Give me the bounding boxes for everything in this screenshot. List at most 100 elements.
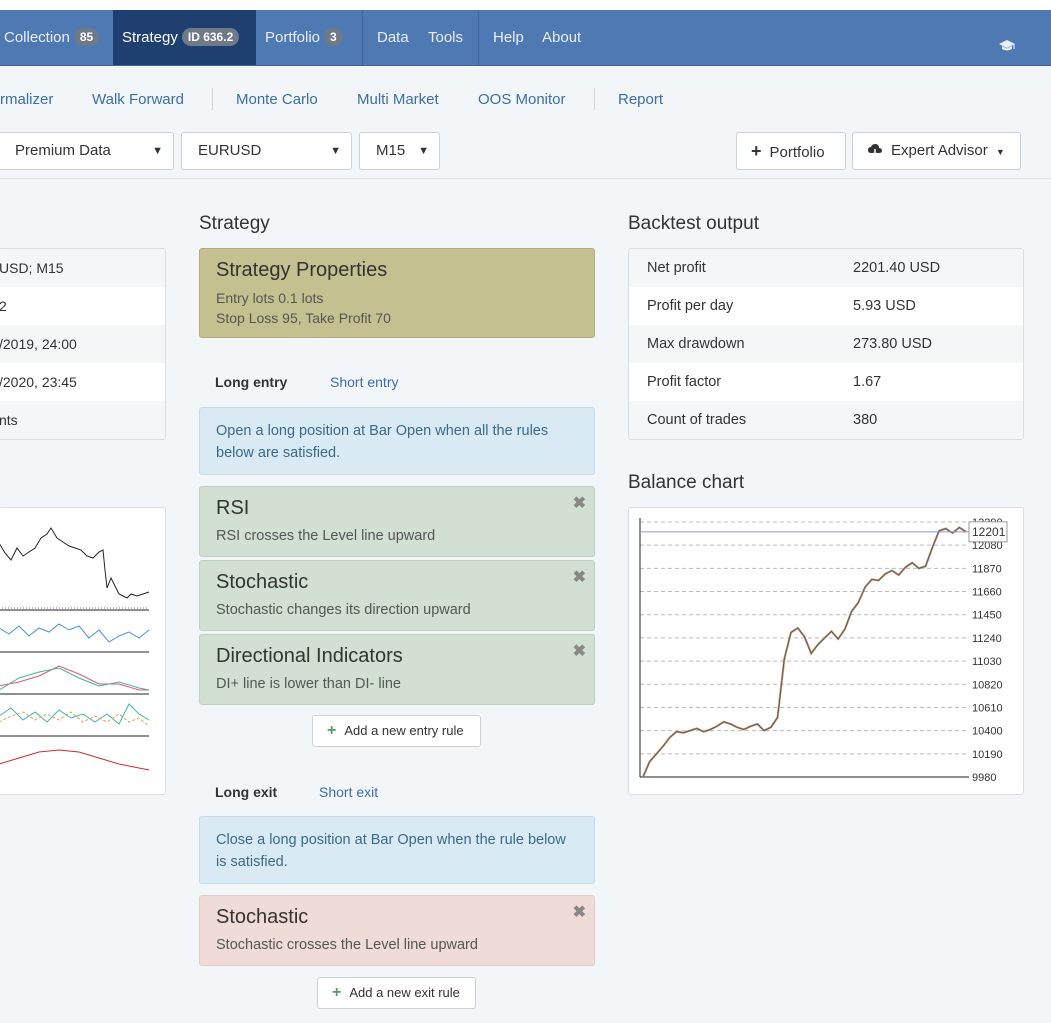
nav-divider <box>362 10 363 65</box>
backtest-output-table: Net profit 2201.40 USD Profit per day 5.93… <box>628 248 1024 440</box>
tab-long-entry[interactable]: Long entry <box>215 374 288 390</box>
rule-title: RSI <box>216 497 250 519</box>
symbol-select[interactable]: EURUSD ▼ <box>181 132 352 170</box>
tab-short-entry[interactable]: Short entry <box>330 374 399 390</box>
subnav-monte-carlo[interactable]: Monte Carlo <box>236 91 318 108</box>
graduation-cap-icon[interactable] <box>998 39 1016 53</box>
nav-collection-label: Collection <box>4 29 70 46</box>
close-icon[interactable]: ✖ <box>572 569 586 586</box>
nav-collection[interactable]: Collection 85 <box>4 10 100 65</box>
add-to-portfolio-button[interactable]: + Portfolio <box>736 132 846 170</box>
rule-title: Directional Indicators <box>216 645 403 667</box>
y-tick-label: 10400 <box>972 726 1003 738</box>
indicator-chart <box>0 527 150 771</box>
period-select[interactable]: M15 ▼ <box>359 132 440 170</box>
y-tick-label: 11870 <box>972 563 1002 575</box>
nav-help[interactable]: Help <box>493 29 524 46</box>
stat-label: Profit per day <box>647 298 734 314</box>
plus-icon: + <box>332 984 342 1001</box>
y-tick-label: 12080 <box>972 540 1003 552</box>
balance-chart: 12080 11870 11660 11450 11240 11030 10820 10610… <box>639 517 1008 784</box>
rule-description: DI+ line is lower than DI- line <box>216 676 401 692</box>
exit-info-box: Close a long position at Bar Open when t… <box>199 816 595 884</box>
market-info-row: /2019, 24:00 <box>0 325 165 363</box>
tab-short-exit[interactable]: Short exit <box>319 784 379 800</box>
nav-about[interactable]: About <box>542 29 582 46</box>
entry-rule-card[interactable]: Directional Indicators DI+ line is lower… <box>199 634 595 705</box>
chevron-down-icon: ▼ <box>418 145 429 157</box>
entry-lots-text: Entry lots 0.1 lots <box>216 290 324 306</box>
y-tick-label: 10190 <box>972 749 1003 761</box>
tab-long-exit[interactable]: Long exit <box>215 784 278 800</box>
y-tick-label: 10610 <box>972 702 1003 714</box>
stat-row: Profit factor 1.67 <box>629 363 1023 401</box>
backtest-heading: Backtest output <box>628 213 759 234</box>
exit-rule-card[interactable]: Stochastic Stochastic crosses the Level … <box>199 895 595 966</box>
y-tick-label: 11030 <box>972 656 1002 668</box>
balance-chart-panel: 12080 11870 11660 11450 11240 11030 10820 10610… <box>628 507 1024 795</box>
main-navbar: Collection 85 Strategy ID 636.2 Portfolio 3… <box>0 10 1051 66</box>
close-icon[interactable]: ✖ <box>572 904 586 921</box>
current-value-box <box>968 521 1008 543</box>
market-info-row: USD; M15 <box>0 249 165 287</box>
subnav-report[interactable]: Report <box>618 91 664 108</box>
close-icon[interactable]: ✖ <box>572 643 586 660</box>
nav-strategy[interactable]: Strategy ID 636.2 <box>113 10 256 65</box>
caret-down-icon: ▼ <box>995 147 1005 157</box>
stat-value: 1.67 <box>853 374 882 390</box>
data-source-select[interactable]: Premium Data ▼ <box>0 132 174 170</box>
collection-count-badge: 85 <box>73 28 100 46</box>
symbol-value: EURUSD <box>198 142 262 159</box>
close-icon[interactable]: ✖ <box>572 495 586 512</box>
subnav-walk-forward[interactable]: Walk Forward <box>92 91 184 108</box>
rsi-line <box>0 623 150 643</box>
expert-advisor-label: Expert Advisor <box>891 142 988 159</box>
stat-label: Max drawdown <box>647 336 745 352</box>
entry-rule-card[interactable]: RSI RSI crosses the Level line upward ✖ <box>199 486 595 557</box>
add-exit-rule-button[interactable]: + Add a new exit rule <box>317 977 476 1009</box>
stat-row: Count of trades 380 <box>629 401 1023 439</box>
window-top-strip <box>0 0 1051 10</box>
subnav-multi-market[interactable]: Multi Market <box>357 91 439 108</box>
rule-title: Stochastic <box>216 906 309 928</box>
nav-strategy-label: Strategy <box>122 29 178 46</box>
stoch-line-1 <box>0 665 149 691</box>
stat-value: 5.93 USD <box>853 298 916 314</box>
stat-row: Profit per day 5.93 USD <box>629 287 1023 325</box>
stat-row: Max drawdown 273.80 USD <box>629 325 1023 363</box>
stat-value: 380 <box>853 412 878 428</box>
subnav-divider <box>212 88 213 110</box>
rule-description: RSI crosses the Level line upward <box>216 528 436 544</box>
entry-rule-card[interactable]: Stochastic Stochastic changes its direct… <box>199 560 595 631</box>
market-info-row: /2020, 23:45 <box>0 374 77 390</box>
chevron-down-icon: ▼ <box>152 145 163 157</box>
y-tick-label: 9980 <box>972 772 996 784</box>
y-tick-label: 11660 <box>972 587 1002 599</box>
nav-portfolio[interactable]: Portfolio 3 <box>265 10 343 65</box>
stat-label: Profit factor <box>647 374 722 390</box>
stat-value: 2201.40 USD <box>853 260 941 276</box>
chevron-down-icon: ▼ <box>330 145 341 157</box>
nav-divider <box>478 10 479 65</box>
stat-label: Count of trades <box>647 412 747 428</box>
expert-advisor-button[interactable]: Expert Advisor ▼ <box>852 132 1021 170</box>
add-entry-rule-button[interactable]: + Add a new entry rule <box>312 715 481 747</box>
plus-icon: + <box>327 722 337 739</box>
portfolio-button-label: Portfolio <box>769 144 825 161</box>
strategy-id-badge: ID 636.2 <box>181 28 240 46</box>
add-exit-rule-label: Add a new exit rule <box>349 985 460 1000</box>
nav-tools[interactable]: Tools <box>428 29 464 46</box>
subnav-optimizer[interactable]: rmalizer <box>0 91 54 108</box>
portfolio-count-badge: 3 <box>324 28 343 46</box>
market-info-row: 2 <box>0 287 165 325</box>
subnav-oos-monitor[interactable]: OOS Monitor <box>478 91 566 108</box>
stoch-line-2 <box>0 667 150 691</box>
strategy-properties-card[interactable]: Strategy Properties Entry lots 0.1 lots … <box>199 248 595 338</box>
stat-value: 273.80 USD <box>853 336 932 352</box>
nav-data[interactable]: Data <box>377 29 409 46</box>
sl-tp-text: Stop Loss 95, Take Profit 70 <box>216 310 391 326</box>
data-source-value: Premium Data <box>15 142 111 159</box>
price-line <box>0 527 150 599</box>
y-tick-label: 11450 <box>972 610 1002 622</box>
rule-description: Stochastic changes its direction upward <box>216 602 471 618</box>
